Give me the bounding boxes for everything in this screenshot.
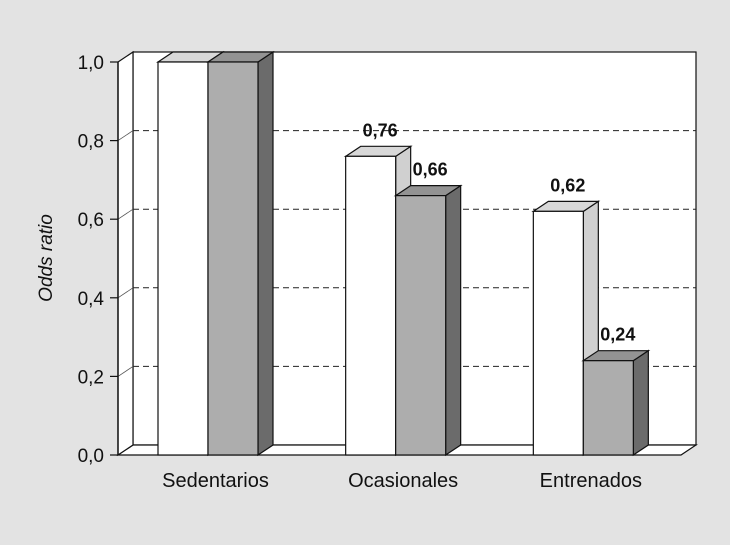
y-tick-label: 0,4 <box>78 289 105 310</box>
side-wall <box>117 50 134 457</box>
y-axis: 0,0 0,2 0,4 0,6 0,8 1,0 <box>78 53 119 467</box>
data-labels: 0,76 0,66 0,62 0,24 <box>363 120 636 344</box>
y-tick-label: 0,0 <box>78 446 104 467</box>
x-axis: Sedentarios Ocasionales Entrenados <box>162 470 642 492</box>
gridline-side <box>117 208 134 220</box>
bar-sedentarios-s2 <box>206 50 275 457</box>
gridline-side <box>117 366 134 377</box>
y-tick-label: 1,0 <box>78 53 104 74</box>
data-label: 0,66 <box>413 160 448 180</box>
bars <box>156 50 651 457</box>
x-tick-label: Sedentarios <box>162 470 269 492</box>
data-label: 0,24 <box>600 325 635 345</box>
y-tick-label: 0,6 <box>78 210 104 231</box>
data-label: 0,62 <box>550 175 585 195</box>
x-tick-label: Ocasionales <box>348 470 458 492</box>
y-axis-label: Odds ratio <box>36 214 57 302</box>
bar-ocasionales-s2 <box>393 184 463 457</box>
gridline-side <box>117 287 134 299</box>
y-tick-label: 0,8 <box>78 132 104 153</box>
gridline-side <box>117 130 134 141</box>
bar-entrenados-s2 <box>581 349 651 457</box>
y-tick-label: 0,2 <box>78 367 104 388</box>
data-label: 0,76 <box>363 120 398 140</box>
x-tick-label: Entrenados <box>540 470 642 492</box>
